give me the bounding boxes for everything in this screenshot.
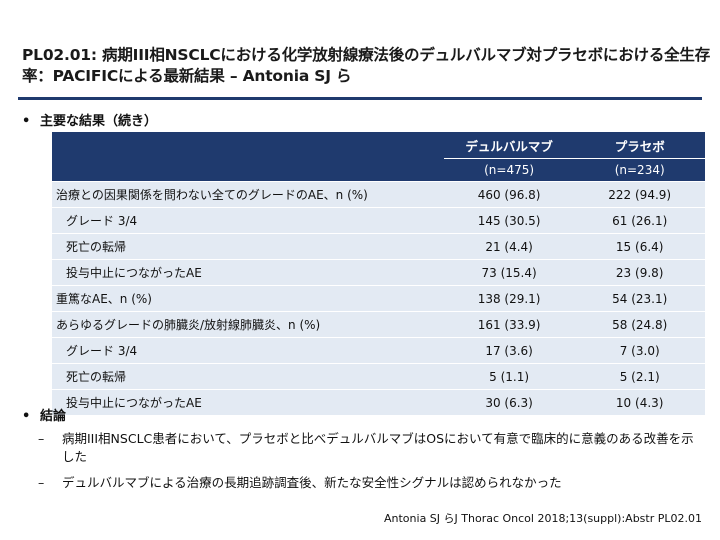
row-placebo-value: 222 (94.9) — [574, 181, 705, 208]
bullet-dot: • — [22, 114, 31, 129]
conclusion-text: デュルバルマブによる治療の長期追跡調査後、新たな安全性シグナルは認められなかった — [62, 475, 562, 490]
table-row: グレード 3/4 145 (30.5) 61 (26.1) — [52, 207, 705, 234]
table-row: あらゆるグレードの肺臓炎/放射線肺臓炎、n (%) 161 (33.9) 58 … — [52, 311, 705, 338]
row-placebo-value: 7 (3.0) — [574, 337, 705, 364]
row-label: 死亡の転帰 — [52, 233, 444, 260]
bullet-key-results-text: 主要な結果（続き） — [40, 114, 158, 129]
row-placebo-value: 61 (26.1) — [574, 207, 705, 234]
row-placebo-value: 23 (9.8) — [574, 259, 705, 286]
bullet-conclusion: • 結論 — [22, 405, 66, 424]
dash-marker: – — [38, 475, 45, 490]
table-row: 死亡の転帰 21 (4.4) 15 (6.4) — [52, 233, 705, 260]
header-durvalumab-n: (n=475) — [443, 158, 575, 182]
row-label: 投与中止につながったAE — [52, 389, 444, 416]
header-placebo: プラセボ — [574, 132, 705, 159]
table-row: 重篤なAE、n (%) 138 (29.1) 54 (23.1) — [52, 285, 705, 312]
row-durvalumab-value: 138 (29.1) — [443, 285, 575, 312]
row-label: 死亡の転帰 — [52, 363, 444, 390]
header-durvalumab: デュルバルマブ — [443, 132, 575, 159]
header-placebo-n: (n=234) — [574, 158, 705, 182]
row-label: グレード 3/4 — [52, 337, 444, 364]
table-row: 投与中止につながったAE 73 (15.4) 23 (9.8) — [52, 259, 705, 286]
row-label: グレード 3/4 — [52, 207, 444, 234]
row-durvalumab-value: 30 (6.3) — [443, 389, 575, 416]
row-placebo-value: 10 (4.3) — [574, 389, 705, 416]
slide-title: PL02.01: 病期III相NSCLCにおける化学放射線療法後のデュルバルマブ… — [22, 46, 711, 85]
header-blank — [52, 132, 444, 182]
conclusion-item: – 病期III相NSCLC患者において、プラセボと比べデュルバルマブはOSにおい… — [38, 430, 698, 466]
bullet-key-results: • 主要な結果（続き） — [22, 110, 157, 129]
row-durvalumab-value: 73 (15.4) — [443, 259, 575, 286]
table-row: 死亡の転帰 5 (1.1) 5 (2.1) — [52, 363, 705, 390]
row-durvalumab-value: 5 (1.1) — [443, 363, 575, 390]
dash-marker: – — [38, 431, 45, 446]
bullet-dot: • — [22, 409, 31, 424]
row-durvalumab-value: 21 (4.4) — [443, 233, 575, 260]
table-row: グレード 3/4 17 (3.6) 7 (3.0) — [52, 337, 705, 364]
row-placebo-value: 58 (24.8) — [574, 311, 705, 338]
row-placebo-value: 5 (2.1) — [574, 363, 705, 390]
bullet-conclusion-text: 結論 — [40, 409, 67, 424]
table-row: 投与中止につながったAE 30 (6.3) 10 (4.3) — [52, 389, 705, 416]
row-durvalumab-value: 17 (3.6) — [443, 337, 575, 364]
row-label: あらゆるグレードの肺臓炎/放射線肺臓炎、n (%) — [52, 311, 444, 338]
row-durvalumab-value: 145 (30.5) — [443, 207, 575, 234]
row-placebo-value: 54 (23.1) — [574, 285, 705, 312]
row-label: 重篤なAE、n (%) — [52, 285, 444, 312]
table-row: 治療との因果関係を問わない全てのグレードのAE、n (%) 460 (96.8)… — [52, 181, 705, 208]
conclusion-text: 病期III相NSCLC患者において、プラセボと比べデュルバルマブはOSにおいて有… — [62, 431, 694, 464]
results-table: デュルバルマブ プラセボ (n=475) (n=234) 治療との因果関係を問わ… — [52, 132, 705, 416]
row-placebo-value: 15 (6.4) — [574, 233, 705, 260]
conclusion-item: – デュルバルマブによる治療の長期追跡調査後、新たな安全性シグナルは認められなか… — [38, 474, 698, 492]
row-durvalumab-value: 460 (96.8) — [443, 181, 575, 208]
title-divider — [18, 97, 702, 100]
row-durvalumab-value: 161 (33.9) — [443, 311, 575, 338]
citation: Antonia SJ らJ Thorac Oncol 2018;13(suppl… — [384, 512, 702, 525]
row-label: 治療との因果関係を問わない全てのグレードのAE、n (%) — [52, 181, 444, 208]
row-label: 投与中止につながったAE — [52, 259, 444, 286]
